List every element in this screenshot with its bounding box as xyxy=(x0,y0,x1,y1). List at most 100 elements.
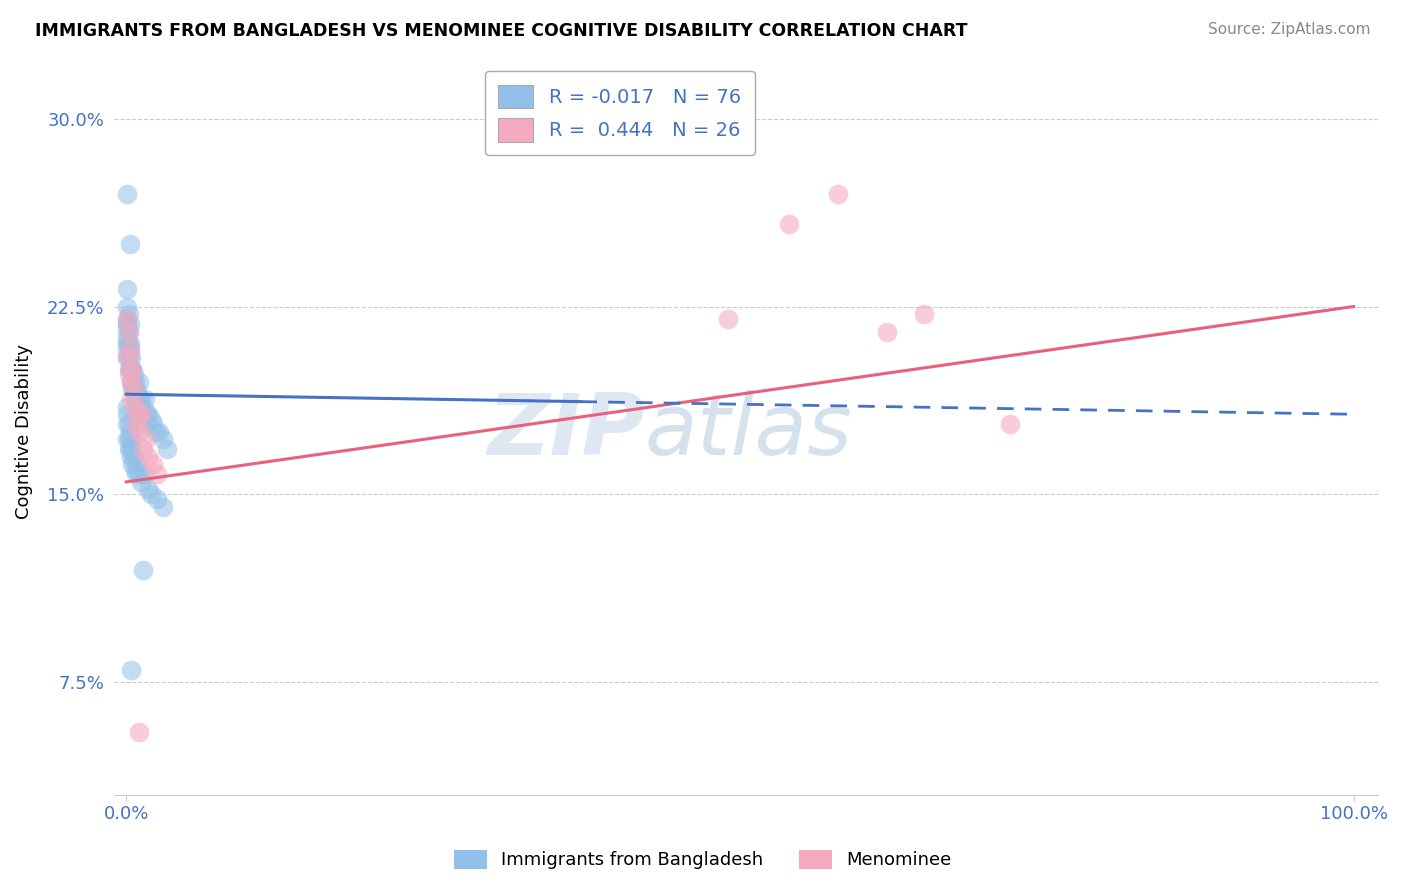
Point xyxy=(118,432,141,446)
Point xyxy=(118,236,141,251)
Point xyxy=(128,725,150,739)
Point xyxy=(118,442,141,457)
Point xyxy=(120,375,142,389)
Point xyxy=(118,342,141,356)
Point xyxy=(124,392,146,407)
Point xyxy=(127,387,149,401)
Point xyxy=(117,350,139,364)
Point xyxy=(118,350,141,364)
Point xyxy=(128,407,150,421)
Point xyxy=(152,432,174,446)
Point xyxy=(156,442,179,457)
Point xyxy=(117,332,139,346)
Y-axis label: Cognitive Disability: Cognitive Disability xyxy=(15,344,32,519)
Point xyxy=(135,432,157,446)
Point xyxy=(117,282,139,296)
Point xyxy=(128,425,150,439)
Point xyxy=(131,407,153,421)
Point xyxy=(121,382,143,396)
Point xyxy=(117,407,139,421)
Point xyxy=(124,375,146,389)
Point xyxy=(121,442,143,457)
Point xyxy=(118,325,141,339)
Point xyxy=(118,417,141,432)
Point xyxy=(124,400,146,414)
Point xyxy=(778,217,800,231)
Point xyxy=(148,425,170,439)
Point xyxy=(876,325,898,339)
Point xyxy=(118,362,141,376)
Point xyxy=(139,412,162,426)
Point xyxy=(128,392,150,407)
Point xyxy=(122,367,145,381)
Point xyxy=(912,307,935,321)
Point xyxy=(117,325,139,339)
Legend: Immigrants from Bangladesh, Menominee: Immigrants from Bangladesh, Menominee xyxy=(446,840,960,879)
Point xyxy=(128,467,150,482)
Point xyxy=(138,483,160,497)
Point xyxy=(118,342,141,356)
Point xyxy=(120,375,142,389)
Legend: R = -0.017   N = 76, R =  0.444   N = 26: R = -0.017 N = 76, R = 0.444 N = 26 xyxy=(485,71,755,155)
Point xyxy=(117,300,139,314)
Point xyxy=(125,467,148,482)
Point xyxy=(118,442,141,457)
Point xyxy=(120,450,142,464)
Point xyxy=(135,407,157,421)
Point xyxy=(128,400,150,414)
Point xyxy=(118,337,141,351)
Point xyxy=(117,432,139,446)
Point xyxy=(121,362,143,376)
Point xyxy=(138,450,160,464)
Point xyxy=(139,487,162,501)
Point xyxy=(827,186,849,201)
Point xyxy=(120,432,142,446)
Point xyxy=(138,407,160,421)
Point xyxy=(117,350,139,364)
Point xyxy=(122,382,145,396)
Point xyxy=(118,325,141,339)
Point xyxy=(129,407,152,421)
Point xyxy=(118,317,141,331)
Point xyxy=(117,342,139,356)
Point xyxy=(132,563,155,577)
Point xyxy=(134,467,156,482)
Point xyxy=(117,312,139,326)
Point xyxy=(118,337,141,351)
Point xyxy=(129,475,152,489)
Point xyxy=(124,462,146,476)
Point xyxy=(146,492,169,507)
Point xyxy=(129,392,152,407)
Point xyxy=(117,317,139,331)
Point xyxy=(125,417,148,432)
Point xyxy=(117,312,139,326)
Point xyxy=(118,367,141,381)
Point xyxy=(118,307,141,321)
Point xyxy=(122,450,145,464)
Point xyxy=(117,337,139,351)
Point xyxy=(136,417,159,432)
Point xyxy=(120,392,142,407)
Point xyxy=(118,362,141,376)
Point xyxy=(121,375,143,389)
Point xyxy=(117,186,139,201)
Point xyxy=(120,663,142,677)
Point xyxy=(134,392,156,407)
Point xyxy=(117,317,139,331)
Point xyxy=(717,312,740,326)
Point xyxy=(998,417,1021,432)
Point xyxy=(118,425,141,439)
Point xyxy=(117,417,139,432)
Point xyxy=(132,442,155,457)
Text: Source: ZipAtlas.com: Source: ZipAtlas.com xyxy=(1208,22,1371,37)
Point xyxy=(142,417,165,432)
Point xyxy=(117,400,139,414)
Point xyxy=(145,425,167,439)
Point xyxy=(146,467,169,482)
Point xyxy=(120,350,142,364)
Point xyxy=(132,400,155,414)
Point xyxy=(127,458,149,472)
Text: ZIP: ZIP xyxy=(488,391,645,474)
Point xyxy=(122,382,145,396)
Point xyxy=(121,458,143,472)
